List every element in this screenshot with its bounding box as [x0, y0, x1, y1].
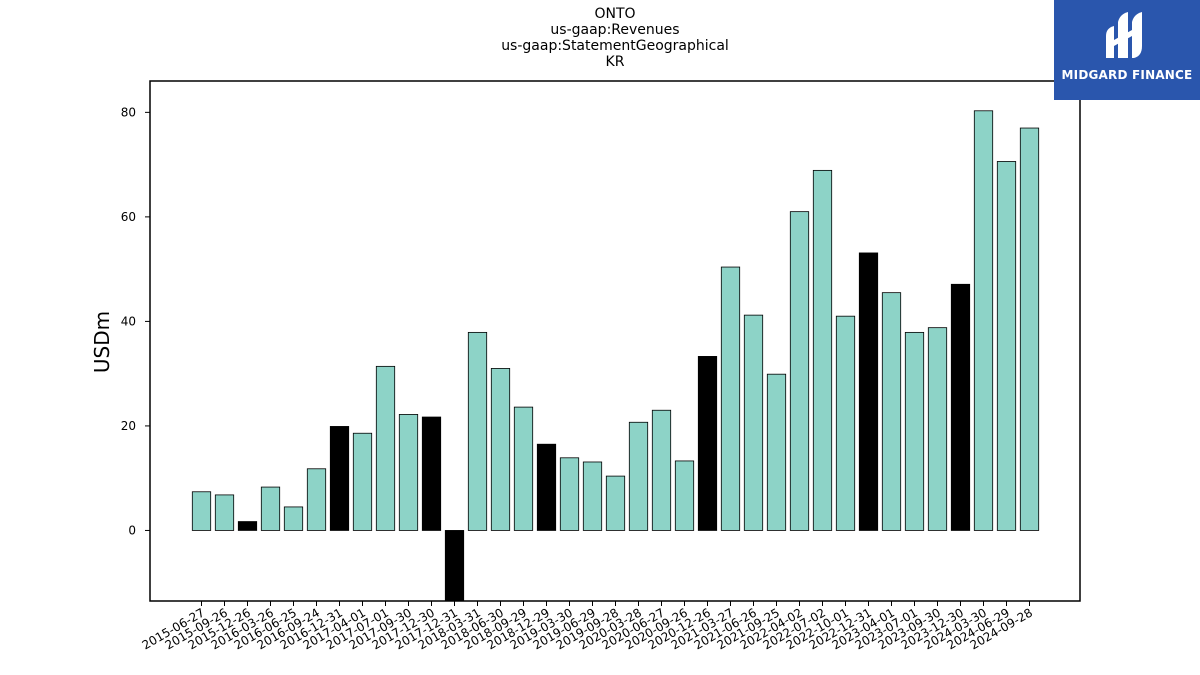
bar-2021-06-26 — [743, 314, 764, 531]
bar-2022-10-01 — [835, 315, 856, 531]
bar-2021-03-27 — [720, 266, 741, 531]
bar-2024-09-28 — [1019, 127, 1040, 531]
title-line-4: KR — [605, 54, 625, 70]
bar-2018-03-31 — [467, 331, 488, 531]
y-tick-label: 0 — [128, 523, 136, 537]
logo-mark-icon — [1054, 0, 1200, 100]
bar-2019-03-30 — [559, 457, 580, 531]
y-tick-label: 60 — [121, 210, 136, 224]
bar-2015-09-26 — [214, 494, 235, 531]
y-axis: 0 20 40 60 80 — [121, 105, 150, 537]
y-tick-label: 20 — [121, 419, 136, 433]
bar-2019-09-28 — [605, 475, 626, 531]
bar-2024-03-30 — [973, 110, 994, 531]
x-axis: 2015-06-272015-09-262015-12-262016-03-26… — [140, 601, 1035, 652]
bar-2022-12-31 — [858, 252, 879, 531]
bar-2018-09-29 — [513, 406, 534, 531]
bar-2022-07-02 — [812, 169, 833, 531]
bar-2016-09-24 — [306, 468, 327, 531]
bar-2016-12-31 — [329, 426, 350, 531]
y-tick-label: 40 — [121, 314, 136, 328]
bar-2018-12-29 — [536, 443, 557, 531]
bar-2017-12-30 — [421, 416, 442, 531]
bar-2023-07-01 — [904, 331, 925, 531]
chart-title: ONTO us-gaap:Revenues us-gaap:StatementG… — [415, 6, 815, 70]
bar-2017-09-30 — [398, 414, 419, 531]
bars-layer — [191, 110, 1040, 602]
bar-2020-03-28 — [628, 421, 649, 531]
bar-2023-09-30 — [927, 327, 948, 531]
bar-2023-12-30 — [950, 283, 971, 531]
y-axis-label: USDm — [90, 311, 114, 373]
bar-2024-06-29 — [996, 161, 1017, 531]
title-line-3: us-gaap:StatementGeographical — [501, 38, 729, 54]
bar-2015-12-26 — [237, 521, 258, 531]
bar-2015-06-27 — [191, 491, 212, 531]
bar-2023-04-01 — [881, 292, 902, 531]
bar-2022-04-02 — [789, 211, 810, 531]
bar-2017-04-01 — [352, 432, 373, 531]
bar-2020-09-26 — [674, 460, 695, 531]
bar-2021-09-25 — [766, 373, 787, 531]
bar-2018-06-30 — [490, 368, 511, 531]
bar-2020-06-27 — [651, 409, 672, 531]
bar-2016-03-26 — [260, 486, 281, 531]
bar-2017-12-31 — [444, 530, 465, 602]
y-tick-label: 80 — [121, 105, 136, 119]
bar-2019-06-29 — [582, 461, 603, 531]
bar-2020-12-26 — [697, 356, 718, 531]
bar-2016-06-25 — [283, 506, 304, 531]
bar-2017-07-01 — [375, 365, 396, 531]
brand-logo: MIDGARD FINANCE — [1054, 0, 1200, 100]
title-line-2: us-gaap:Revenues — [550, 22, 680, 38]
title-line-1: ONTO — [594, 6, 636, 22]
brand-name: MIDGARD FINANCE — [1061, 68, 1193, 82]
